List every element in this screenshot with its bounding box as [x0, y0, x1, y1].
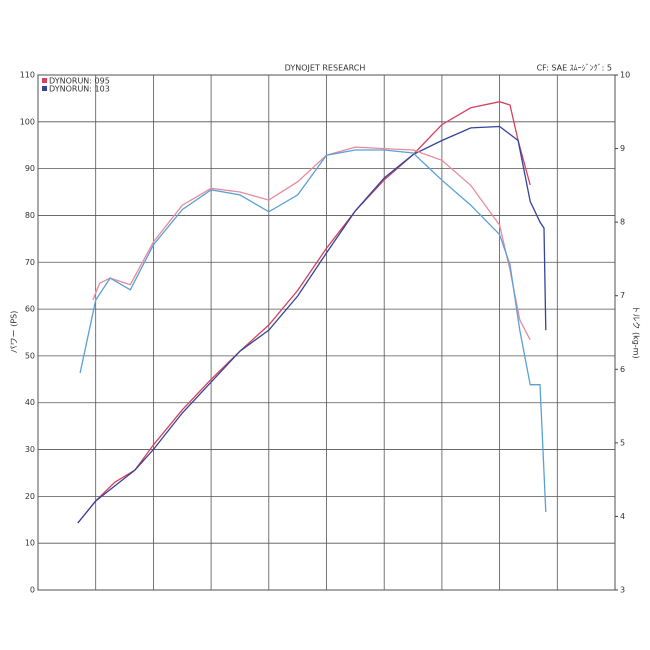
y-axis-label: パワー (PS): [10, 311, 19, 354]
y2-tick-label: 9: [620, 144, 625, 153]
chart-title: DYNOJET RESEARCH: [285, 64, 366, 73]
y-tick-label: 90: [25, 164, 35, 173]
y-tick-label: 70: [25, 258, 35, 267]
y2-tick-label: 4: [620, 512, 625, 521]
y-tick-label: 40: [25, 398, 35, 407]
y-tick-label: 10: [25, 539, 35, 548]
y-tick-label: 30: [25, 445, 35, 454]
legend-swatch: [42, 78, 47, 83]
y-tick-label: 0: [30, 586, 35, 595]
y2-tick-label: 5: [620, 438, 625, 447]
y2-tick-label: 6: [620, 365, 625, 374]
y-tick-label: 50: [25, 351, 35, 360]
y2-tick-label: 3: [620, 586, 625, 595]
y2-tick-label: 8: [620, 218, 625, 227]
chart-subtitle: CF: SAE ｽﾑｰｼﾞﾝｸﾞ: 5: [537, 64, 612, 73]
legend-label: DYNORUN: 103: [49, 85, 110, 94]
series-line: [92, 146, 531, 341]
y2-tick-label: 10: [620, 71, 630, 80]
series-line: [77, 125, 547, 524]
y2-tick-label: 7: [620, 291, 625, 300]
y2-axis-label: トルク (kg-m): [632, 305, 641, 358]
series-line: [79, 149, 547, 513]
y-tick-label: 60: [25, 305, 35, 314]
y-tick-label: 100: [20, 117, 35, 126]
series-line: [77, 101, 531, 524]
y-tick-label: 80: [25, 211, 35, 220]
legend-label: DYNORUN: 095: [49, 77, 110, 86]
y-tick-label: 110: [20, 71, 35, 80]
legend-swatch: [42, 86, 47, 91]
y-tick-label: 20: [25, 492, 35, 501]
